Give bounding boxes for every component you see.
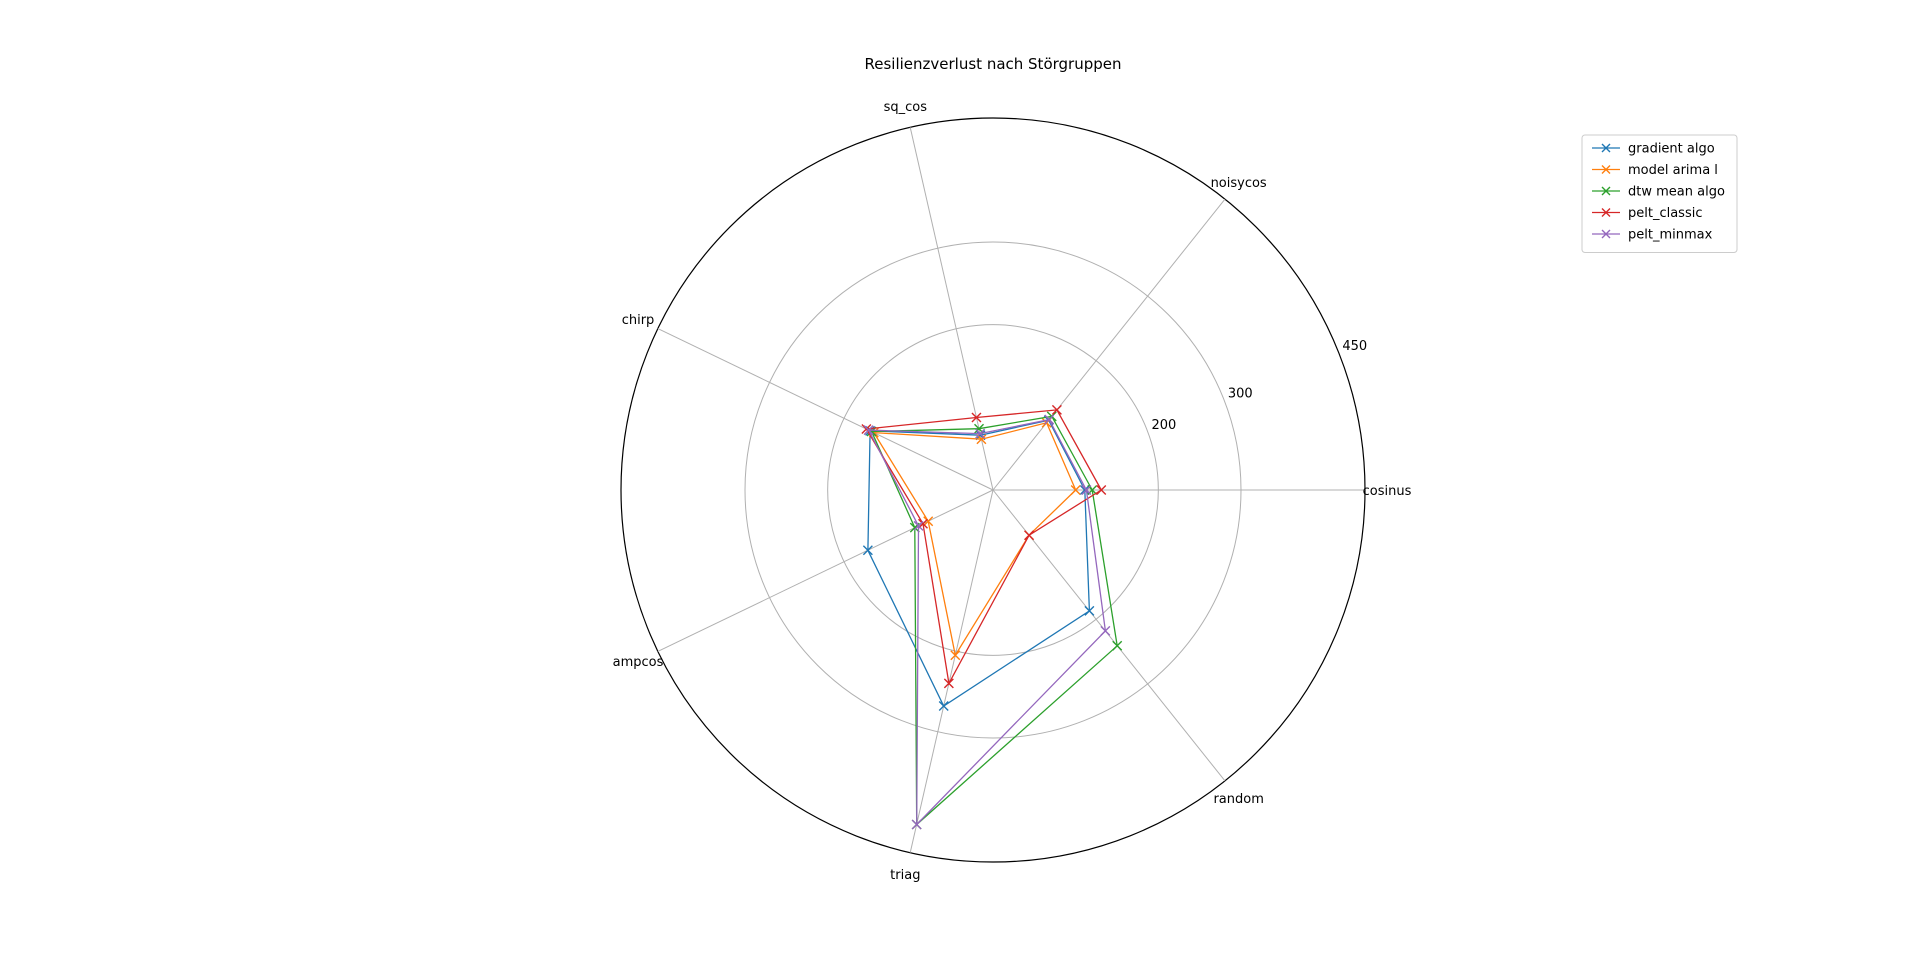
r-tick-label: 450 (1342, 339, 1367, 354)
grid-spoke (657, 489, 994, 652)
series-model-arima-l (868, 417, 1081, 661)
legend-box (1581, 134, 1738, 253)
data-point (1112, 640, 1123, 651)
data-point (1024, 530, 1035, 541)
data-point (1096, 485, 1107, 495)
category-label-ampcos: ampcos (613, 655, 664, 670)
data-point (938, 700, 949, 711)
category-label-noisycos: noisycos (1211, 176, 1267, 191)
legend-label: gradient algo (1628, 142, 1715, 157)
data-point (943, 678, 954, 689)
category-label-random: random (1213, 792, 1263, 807)
legend-item-pelt-minmax: pelt_minmax (1592, 228, 1713, 243)
data-point (1079, 485, 1090, 495)
legend-item-pelt-classic: pelt_classic (1592, 206, 1703, 221)
data-point (1100, 625, 1111, 636)
legend: gradient algo model arima l dtw mean algo p… (1581, 134, 1738, 253)
legend-label: dtw mean algo (1628, 185, 1725, 200)
legend-marker (1601, 229, 1611, 239)
r-tick-label: 200 (1151, 418, 1176, 433)
data-point (1051, 404, 1062, 415)
series-line (872, 422, 1077, 657)
data-point (862, 545, 873, 556)
data-point (971, 412, 982, 423)
category-label-sq-cos: sq_cos (884, 100, 928, 115)
legend-label: model arima l (1628, 163, 1718, 178)
legend-marker (1601, 186, 1611, 196)
category-label-cosinus: cosinus (1363, 484, 1412, 499)
data-point (975, 428, 986, 439)
series-pelt-minmax (863, 414, 1111, 830)
series-line (867, 418, 1107, 827)
grid-spoke (657, 328, 994, 491)
legend-label: pelt_classic (1628, 206, 1703, 221)
series-line (865, 409, 1102, 686)
legend-item-gradient-algo: gradient algo (1592, 142, 1715, 157)
data-point (1070, 485, 1081, 495)
data-point (950, 650, 961, 661)
chart-title: Resilienzverlust nach Störgruppen (865, 55, 1122, 73)
data-point (913, 520, 924, 531)
legend-label: pelt_minmax (1628, 228, 1713, 243)
legend-item-dtw-mean-algo: dtw mean algo (1592, 185, 1725, 200)
legend-marker (1601, 143, 1611, 153)
series-line (870, 415, 1118, 826)
category-label-chirp: chirp (622, 313, 655, 328)
r-tick-label: 300 (1228, 387, 1253, 402)
grid-spoke (992, 198, 1226, 491)
legend-marker (1601, 208, 1611, 217)
data-point (911, 819, 922, 830)
series-pelt-classic (861, 404, 1107, 689)
grid-spoke (909, 489, 994, 853)
series-gradient-algo (862, 415, 1095, 711)
legend-marker (1601, 165, 1611, 174)
category-label-triag: triag (890, 868, 920, 883)
legend-item-model-arima-l: model arima l (1592, 163, 1718, 178)
series-layer (861, 404, 1123, 830)
series-dtw-mean-algo (866, 411, 1123, 830)
data-point (863, 425, 874, 436)
data-point (1084, 605, 1095, 616)
data-point (1081, 485, 1092, 495)
data-point (1044, 414, 1055, 425)
data-point (923, 516, 934, 527)
series-line (867, 419, 1091, 707)
